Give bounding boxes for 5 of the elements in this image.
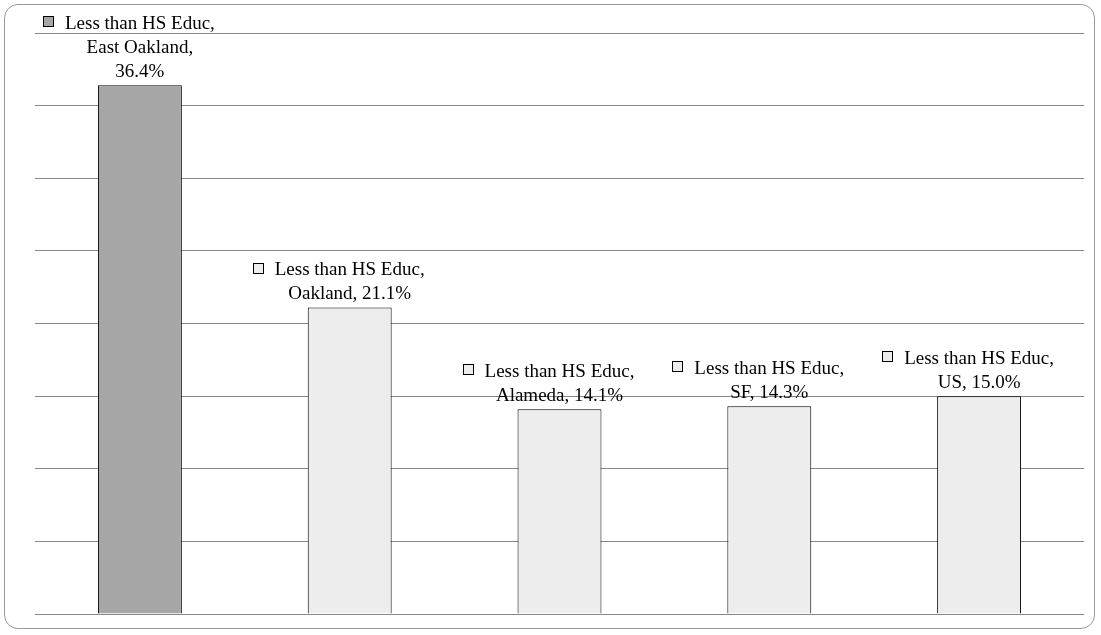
data-label: Less than HS Educ, Alameda, 14.1%: [484, 359, 635, 405]
data-label: Less than HS Educ, Oakland, 21.1%: [274, 258, 425, 304]
data-label: Less than HS Educ, SF, 14.3%: [694, 356, 845, 402]
data-label: Less than HS Educ, East Oakland, 36.4%: [64, 11, 215, 81]
data-label: Less than HS Educ, US, 15.0%: [904, 346, 1055, 392]
